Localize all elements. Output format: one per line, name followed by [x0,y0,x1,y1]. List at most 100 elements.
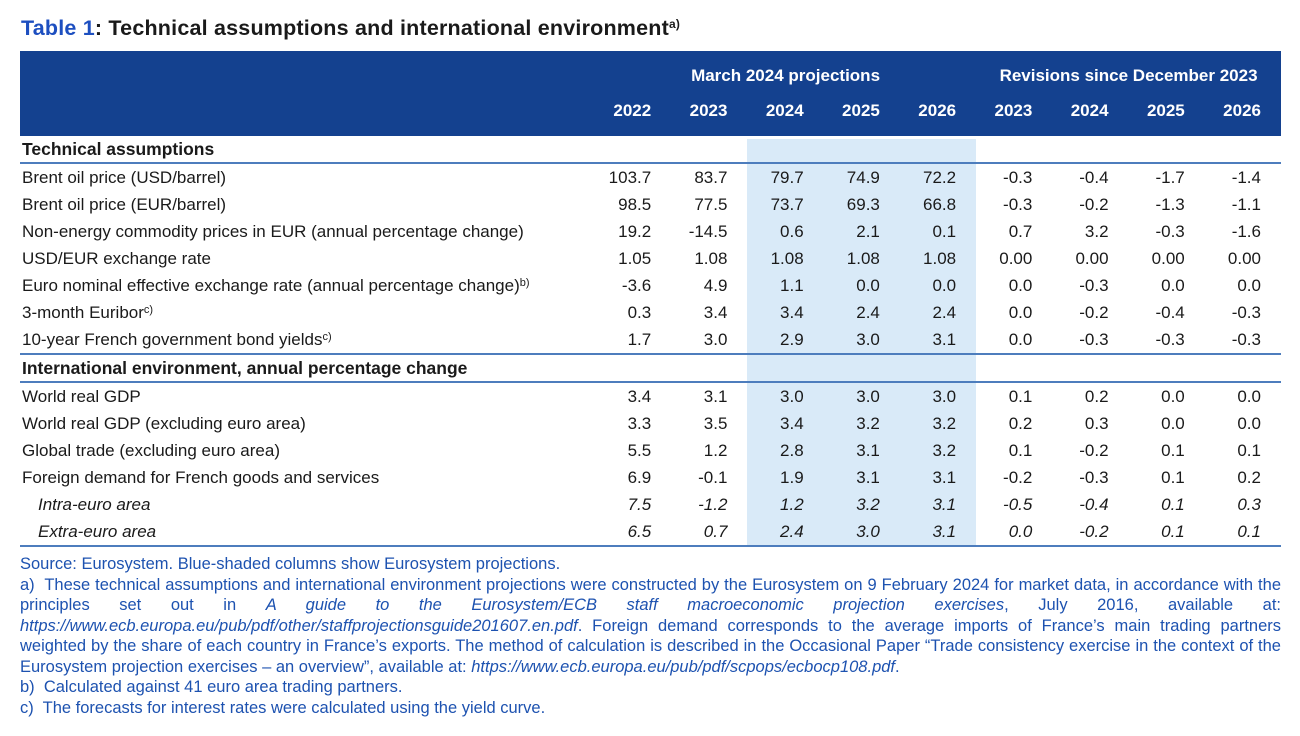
footnote-text: c) The forecasts for interest rates were… [20,698,546,717]
footnote: c) The forecasts for interest rates were… [20,698,1281,719]
value-cell: 2.8 [780,440,804,460]
value-cell: -0.2 [1003,467,1033,487]
table-row: World real GDP (excluding euro area) 3.3 3… [20,410,1281,437]
section-title: Technical assumptions [22,138,215,159]
value-cell: 72.2 [923,167,957,187]
value-cell: 0.0 [1008,521,1033,541]
value-cell: -0.3 [1003,194,1033,214]
value-cell: 0.00 [1151,248,1185,268]
header-group-revisions: Revisions since December 2023 [999,66,1258,85]
table-row: Brent oil price (EUR/barrel) 98.5 77.5 73.7… [20,191,1281,218]
value-cell: 0.2 [1237,467,1261,487]
header-year-cell: 2025 [842,100,880,120]
footnote-text: b) Calculated against 41 euro area tradi… [20,678,403,696]
value-cell: 3.2 [856,413,880,433]
value-cell: -0.3 [1231,302,1261,322]
value-cell: 0.1 [1008,386,1033,406]
value-cell: -1.6 [1231,221,1261,241]
value-cell: 79.7 [770,167,804,187]
row-label: World real GDP [22,386,141,406]
value-cell: 3.0 [932,386,957,406]
value-cell: 0.1 [1161,440,1185,460]
header-year-cell: 2024 [1070,100,1109,120]
value-cell: 77.5 [694,194,728,214]
value-cell: 3.1 [856,440,880,460]
footnote-text: a) These technical assumptions and inter… [20,575,1281,615]
value-cell: -0.4 [1155,302,1185,322]
row-label: 3-month Euriborc) [22,302,154,322]
value-cell: 103.7 [608,167,652,187]
footnotes: Source: Eurosystem. Blue-shaded columns … [20,554,1281,718]
value-cell: 0.0 [1161,275,1185,295]
row-footnote-marker: b) [519,276,530,289]
header-group-projections: March 2024 projections [691,66,881,85]
value-cell: 3.3 [627,413,652,433]
value-cell: 3.1 [932,494,957,514]
value-cell: 3.0 [856,386,880,406]
value-cell: 0.2 [1084,386,1109,406]
row-label: World real GDP (excluding euro area) [22,413,306,433]
footnote-text: . [895,657,900,676]
value-cell: -0.2 [1079,521,1109,541]
value-cell: 0.7 [1008,221,1033,241]
assumptions-table: March 2024 projections Revisions since D… [20,51,1281,547]
value-cell: 5.5 [627,440,652,460]
value-cell: 0.00 [1227,248,1261,268]
value-cell: 6.9 [627,467,652,487]
projection-columns-shading [747,139,977,545]
value-cell: 1.08 [694,248,728,268]
value-cell: 1.08 [846,248,880,268]
footnote-link[interactable]: https://www.ecb.europa.eu/pub/pdf/scpops… [471,657,896,676]
header-year-cell: 2025 [1146,100,1185,120]
value-cell: 0.1 [1237,440,1261,460]
table-row: USD/EUR exchange rate 1.05 1.08 1.08 1.08 1.0… [20,245,1281,272]
value-cell: 0.0 [1161,413,1185,433]
value-cell: 2.4 [932,302,957,322]
footnote: b) Calculated against 41 euro area tradi… [20,677,1281,698]
footnote-text: , July 2016, available at: [1004,596,1281,614]
value-cell: 3.1 [703,386,728,406]
value-cell: 0.1 [1161,521,1185,541]
value-cell: 3.2 [932,413,957,433]
document-page: Table 1: Technical assumptions and inter… [20,16,1281,718]
table-row: Extra-euro area 6.5 0.7 2.4 3.0 3.1 0.0 -0.2 0.1… [20,518,1281,545]
value-cell: 2.9 [780,329,804,349]
row-label: Global trade (excluding euro area) [22,440,280,460]
value-cell: 1.2 [703,440,728,460]
header-year-cell: 2026 [918,100,957,120]
value-cell: 0.2 [1008,413,1033,433]
value-cell: -0.4 [1079,494,1109,514]
value-cell: 2.1 [856,221,880,241]
table-title-number: Table 1 [21,16,95,40]
value-cell: 0.1 [1237,521,1261,541]
header-year-cell: 2026 [1223,100,1261,120]
table-header: March 2024 projections Revisions since D… [20,51,1281,136]
value-cell: -1.1 [1231,194,1261,214]
value-cell: 1.08 [770,248,804,268]
value-cell: 0.6 [780,221,804,241]
section-header-row: International environment, annual percen… [20,353,1281,383]
value-cell: 1.1 [780,275,804,295]
value-cell: -0.3 [1079,467,1109,487]
value-cell: 0.00 [999,248,1033,268]
value-cell: -0.3 [1155,221,1185,241]
table-body: Technical assumptions Brent oil price (US… [20,136,1281,547]
value-cell: 3.2 [932,440,957,460]
value-cell: 3.4 [627,386,652,406]
value-cell: -3.6 [621,275,652,295]
value-cell: 3.4 [703,302,728,322]
value-cell: 3.1 [932,521,957,541]
value-cell: 19.2 [618,221,652,241]
value-cell: 0.1 [1161,467,1185,487]
table-row: Foreign demand for French goods and serv… [20,464,1281,491]
table-title-text: : Technical assumptions and internationa… [94,16,669,40]
value-cell: 3.2 [1084,221,1109,241]
row-label: Intra-euro area [38,494,151,514]
value-cell: 74.9 [846,167,880,187]
footnote-link[interactable]: https://www.ecb.europa.eu/pub/pdf/other/… [20,616,578,635]
value-cell: -0.3 [1079,275,1109,295]
table-row: Euro nominal effective exchange rate (an… [20,272,1281,299]
value-cell: 0.3 [1084,413,1109,433]
value-cell: 0.3 [1237,494,1261,514]
value-cell: 0.1 [1161,494,1185,514]
